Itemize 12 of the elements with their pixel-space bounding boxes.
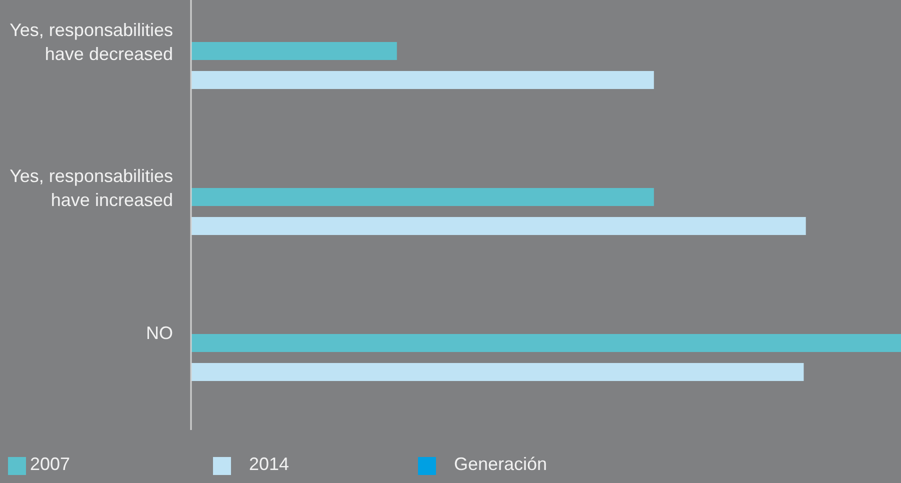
legend-label: 2007	[30, 454, 70, 475]
bar	[191, 334, 901, 352]
bar	[191, 363, 804, 381]
bar	[191, 71, 654, 89]
bar	[191, 188, 654, 206]
bar	[191, 42, 397, 60]
y-tick-label: Yes, responsabilities have decreased	[10, 20, 173, 64]
y-tick-label: NO	[146, 323, 173, 343]
bar	[191, 217, 806, 235]
legend-label: 2014	[249, 454, 290, 475]
legend-label: Generación	[454, 454, 548, 475]
y-tick-label: Yes, responsabilities have increased	[10, 166, 173, 210]
